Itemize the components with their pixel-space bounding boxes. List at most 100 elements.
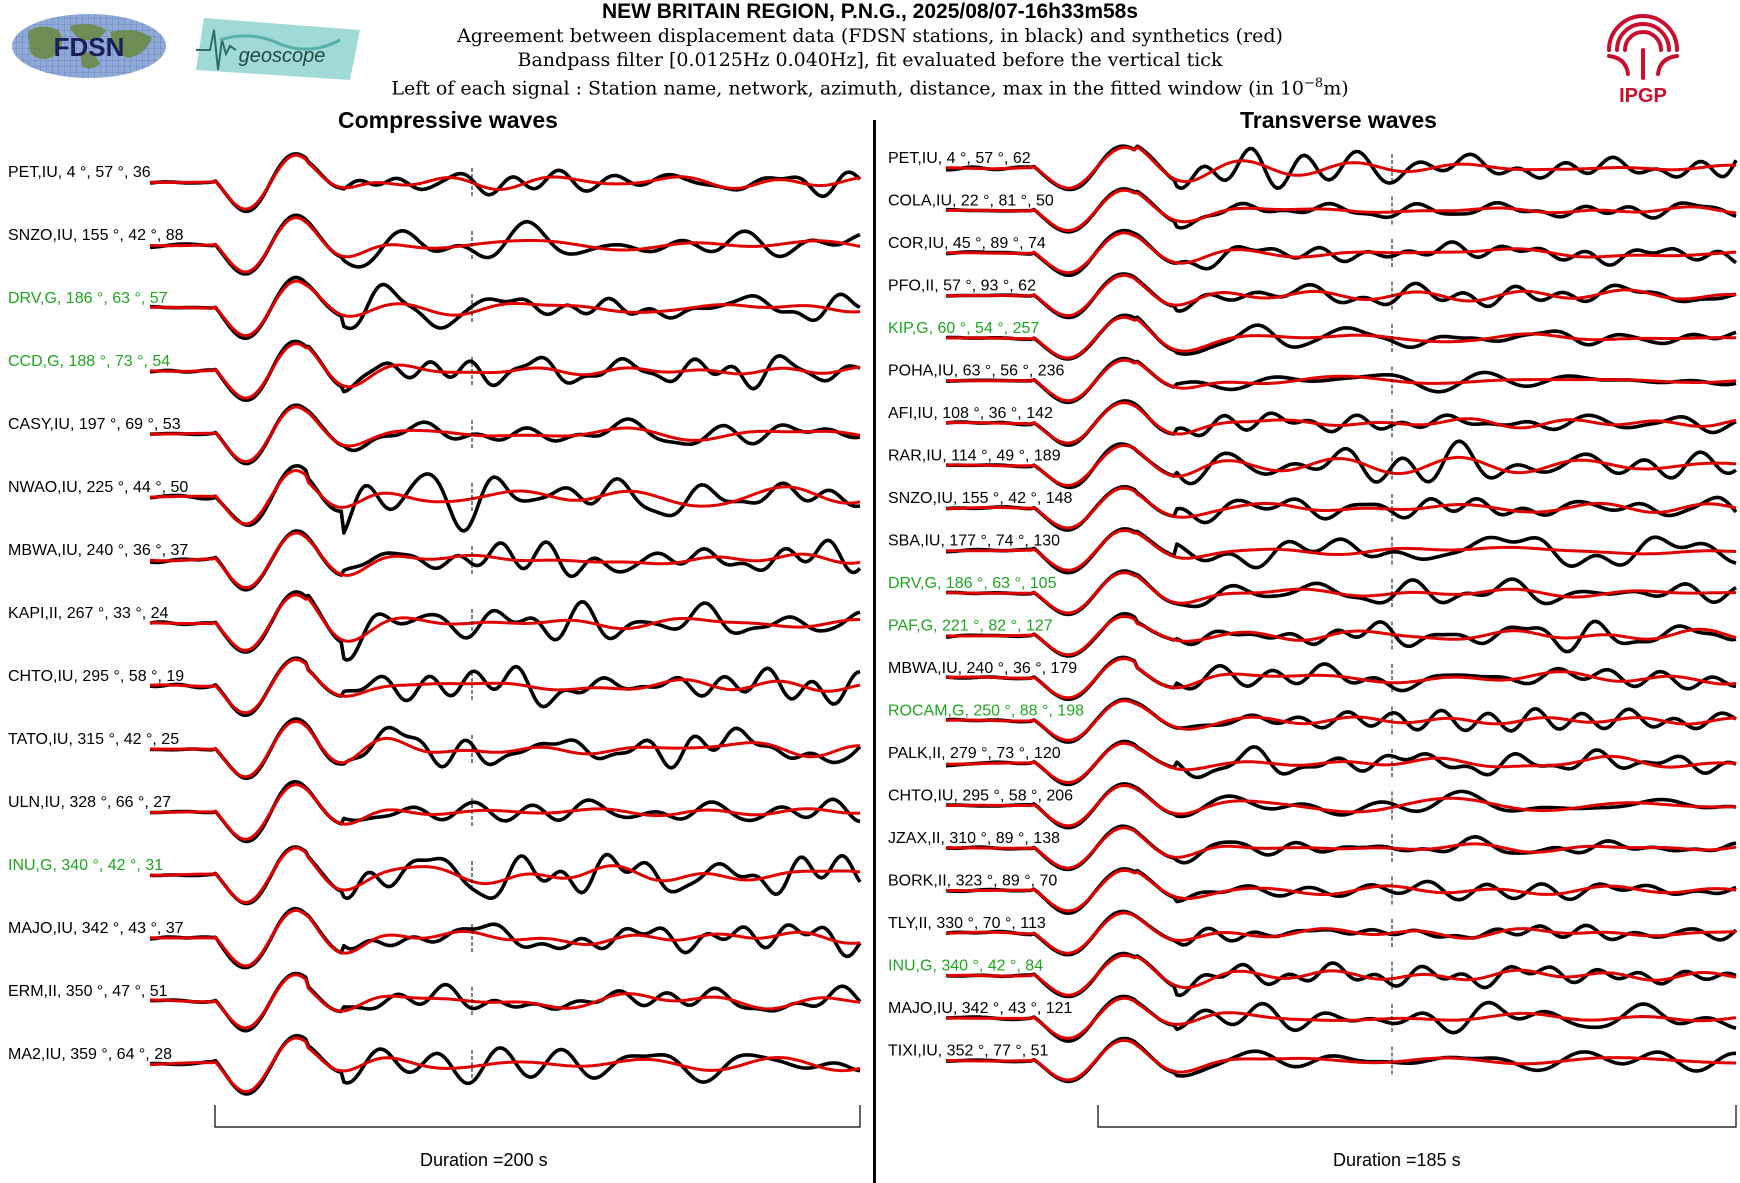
data-trace-black (945, 867, 1737, 915)
station-label: PET,IU, 4 °, 57 °, 36 (8, 164, 151, 181)
trace-row-mbwa-iu: MBWA,IU, 240 °, 36 °, 179 (888, 655, 1737, 701)
synthetic-trace-red (150, 719, 860, 779)
trace-row-majo-iu: MAJO,IU, 342 °, 43 °, 121 (888, 994, 1737, 1043)
trace-row-ccd-g: CCD,G, 188 °, 73 °, 54 (8, 339, 861, 402)
figure-subtitle-line3: Left of each signal : Station name, netw… (0, 72, 1740, 100)
station-label: CASY,IU, 197 °, 69 °, 53 (8, 416, 181, 433)
trace-row-mbwa-iu: MBWA,IU, 240 °, 36 °, 37 (8, 529, 862, 592)
synthetic-trace-red (946, 741, 1737, 784)
trace-row-snzo-iu: SNZO,IU, 155 °, 42 °, 88 (8, 213, 861, 276)
trace-row-tly-ii: TLY,II, 330 °, 70 °, 113 (888, 909, 1738, 957)
synthetic-trace-red (149, 593, 860, 652)
duration-bracket (214, 1105, 861, 1128)
trace-row-ma2-iu: MA2,IU, 359 °, 64 °, 28 (8, 1033, 861, 1096)
transverse-waves-chart: PET,IU, 4 °, 57 °, 62 COLA,IU, 22 °, 81 °… (888, 144, 1738, 1128)
station-label: TIXI,IU, 352 °, 77 °, 51 (888, 1043, 1049, 1060)
trace-row-rar-iu: RAR,IU, 114 °, 49 °, 189 (888, 439, 1737, 490)
station-label: CCD,G, 188 °, 73 °, 54 (8, 353, 170, 370)
trace-row-rocam-g: ROCAM,G, 250 °, 88 °, 198 (888, 697, 1737, 744)
station-label: ULN,IU, 328 °, 66 °, 27 (8, 794, 171, 811)
station-label: MAJO,IU, 342 °, 43 °, 121 (888, 1000, 1073, 1017)
trace-row-cola-iu: COLA,IU, 22 °, 81 °, 50 (888, 187, 1737, 234)
synthetic-trace-red (946, 699, 1736, 742)
trace-row-chto-iu: CHTO,IU, 295 °, 58 °, 19 (8, 656, 861, 718)
trace-row-palk-ii: PALK,II, 279 °, 73 °, 120 (888, 739, 1737, 787)
station-label: ROCAM,G, 250 °, 88 °, 198 (888, 703, 1084, 720)
station-label: PAF,G, 221 °, 82 °, 127 (888, 618, 1053, 635)
station-label: NWAO,IU, 225 °, 44 °, 50 (8, 479, 188, 496)
fdsn-logo: FDSN (12, 14, 166, 78)
synthetic-trace-red (946, 444, 1737, 487)
trace-row-snzo-iu: SNZO,IU, 155 °, 42 °, 148 (888, 484, 1738, 532)
subtitle-line3-prefix: Left of each signal : Station name, netw… (391, 77, 1305, 100)
station-label: COLA,IU, 22 °, 81 °, 50 (888, 193, 1054, 210)
figure-title: NEW BRITAIN REGION, P.N.G., 2025/08/07-1… (601, 0, 1139, 23)
synthetic-trace-red (945, 188, 1737, 232)
trace-row-drv-g: DRV,G, 186 °, 63 °, 105 (888, 569, 1737, 617)
trace-row-nwao-iu: NWAO,IU, 225 °, 44 °, 50 (8, 464, 861, 535)
data-trace-black (945, 272, 1737, 320)
synthetic-trace-red (946, 996, 1737, 1040)
trace-row-jzax-ii: JZAX,II, 310 °, 89 °, 138 (888, 824, 1737, 872)
data-trace-black (945, 228, 1738, 277)
station-label: POHA,IU, 63 °, 56 °, 236 (888, 363, 1065, 380)
synthetic-trace-red (149, 973, 861, 1030)
station-label: PFO,II, 57 °, 93 °, 62 (888, 278, 1036, 295)
geoscope-logo-text: geoscope (239, 45, 326, 67)
trace-row-pet-iu: PET,IU, 4 °, 57 °, 36 (8, 152, 862, 214)
trace-row-kip-g: KIP,G, 60 °, 54 °, 257 (888, 313, 1737, 361)
trace-row-kapi-ii: KAPI,II, 267 °, 33 °, 24 (8, 590, 861, 662)
trace-row-inu-g: INU,G, 340 °, 42 °, 84 (888, 951, 1737, 999)
trace-row-inu-g: INU,G, 340 °, 42 °, 31 (8, 845, 862, 906)
synthetic-trace-red (945, 486, 1737, 530)
synthetic-trace-red (946, 528, 1737, 572)
synthetic-trace-red (946, 315, 1736, 360)
data-trace-black (945, 144, 1738, 192)
synthetic-trace-red (945, 953, 1737, 997)
synthetic-trace-red (149, 153, 861, 211)
data-trace-black (946, 782, 1737, 830)
trace-row-tato-iu: TATO,IU, 315 °, 42 °, 25 (8, 717, 862, 780)
synthetic-trace-red (946, 615, 1737, 657)
trace-row-erm-ii: ERM,II, 350 °, 47 °, 51 (8, 971, 862, 1033)
synthetic-trace-red (149, 279, 861, 338)
transverse-duration-label: Duration =185 s (1333, 1150, 1461, 1170)
station-label: PET,IU, 4 °, 57 °, 62 (888, 150, 1031, 167)
trace-row-pfo-ii: PFO,II, 57 °, 93 °, 62 (888, 272, 1737, 320)
synthetic-trace-red (149, 846, 861, 904)
figure-subtitle-line1: Agreement between displacement data (FDS… (457, 25, 1283, 47)
compressive-waves-chart: PET,IU, 4 °, 57 °, 36 SNZO,IU, 155 °, 42 … (8, 152, 862, 1128)
synthetic-trace-red (150, 658, 861, 715)
synthetic-trace-red (946, 826, 1737, 870)
station-label: AFI,IU, 108 °, 36 °, 142 (888, 405, 1053, 422)
synthetic-trace-red (945, 358, 1737, 403)
trace-row-afi-iu: AFI,IU, 108 °, 36 °, 142 (888, 399, 1737, 447)
trace-row-uln-iu: ULN,IU, 328 °, 66 °, 27 (8, 779, 861, 844)
station-label: INU,G, 340 °, 42 °, 31 (8, 857, 163, 874)
trace-row-tixi-iu: TIXI,IU, 352 °, 77 °, 51 (888, 1036, 1737, 1084)
ipgp-logo-text: IPGP (1619, 85, 1667, 106)
data-trace-black (945, 439, 1737, 490)
synthetic-trace-red (150, 342, 861, 400)
synthetic-trace-red (149, 531, 861, 590)
compressive-panel-title: Compressive waves (338, 107, 558, 133)
synthetic-trace-red (945, 911, 1737, 955)
station-label: KAPI,II, 267 °, 33 °, 24 (8, 605, 169, 622)
data-trace-black (149, 590, 861, 662)
trace-row-chto-iu: CHTO,IU, 295 °, 58 °, 206 (888, 782, 1737, 830)
station-label: DRV,G, 186 °, 63 °, 57 (8, 290, 168, 307)
compressive-duration-label: Duration =200 s (420, 1150, 548, 1170)
trace-row-sba-iu: SBA,IU, 177 °, 74 °, 130 (888, 527, 1737, 575)
synthetic-trace-red (149, 1036, 861, 1094)
station-label: MBWA,IU, 240 °, 36 °, 37 (8, 542, 188, 559)
trace-row-drv-g: DRV,G, 186 °, 63 °, 57 (8, 275, 861, 341)
synthetic-trace-red (946, 571, 1736, 615)
synthetic-trace-red (945, 784, 1736, 828)
subtitle-line3-suffix: m) (1323, 77, 1349, 100)
synthetic-trace-red (150, 405, 861, 464)
synthetic-trace-red (150, 783, 861, 841)
trace-row-poha-iu: POHA,IU, 63 °, 56 °, 236 (888, 356, 1737, 405)
synthetic-trace-red (945, 657, 1737, 700)
station-label: TATO,IU, 315 °, 42 °, 25 (8, 731, 179, 748)
